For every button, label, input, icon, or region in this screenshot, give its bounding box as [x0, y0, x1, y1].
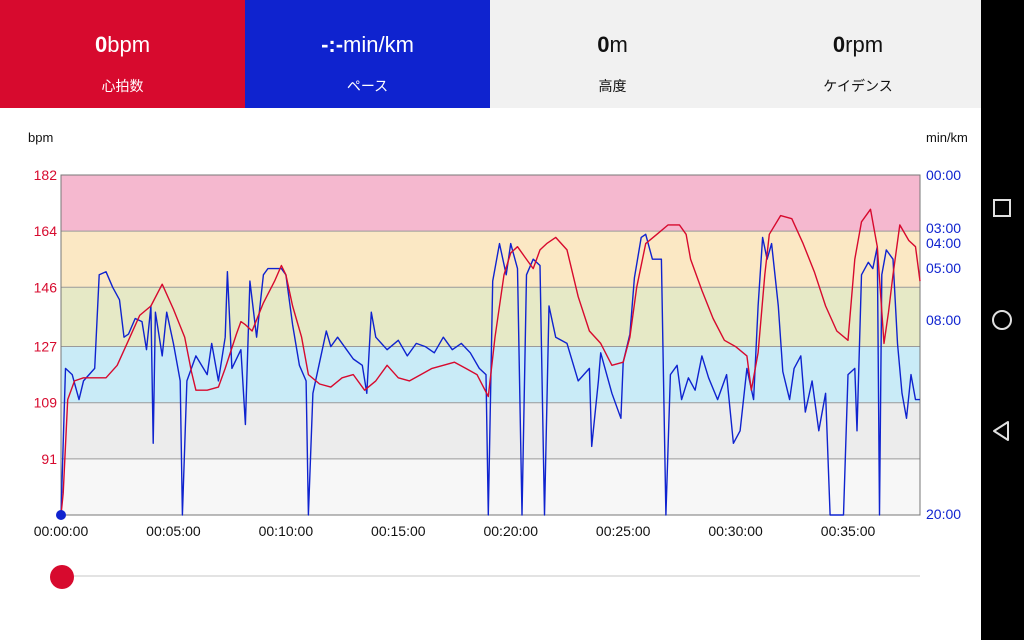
y-right-tick-label: 20:00 — [926, 506, 961, 522]
y-right-tick-label: 05:00 — [926, 260, 961, 276]
chart-start-marker — [56, 510, 66, 520]
left-axis-unit: bpm — [28, 130, 54, 145]
x-tick-label: 00:15:00 — [371, 523, 426, 539]
hr-zone-band — [61, 458, 920, 515]
hr-zone-band — [61, 287, 920, 347]
y-right-tick-label: 04:00 — [926, 235, 961, 251]
cadence-value: 0rpm — [832, 32, 884, 57]
recents-icon[interactable] — [989, 195, 1015, 221]
hr-zone-band — [61, 231, 920, 288]
y-left-tick-label: 127 — [34, 339, 58, 355]
altitude-stat: 0m 高度 — [490, 0, 735, 108]
y-right-tick-label: 00:00 — [926, 167, 961, 183]
x-tick-label: 00:25:00 — [596, 523, 651, 539]
pace-value: -:-min/km — [321, 32, 414, 57]
x-tick-label: 00:35:00 — [821, 523, 876, 539]
heart-rate-series-line — [60, 208, 921, 516]
y-right-tick-label: 03:00 — [926, 220, 961, 236]
heart-rate-label: 心拍数 — [101, 78, 144, 94]
pace-label: ペース — [346, 78, 389, 94]
y-right-tick-label: 08:00 — [926, 312, 961, 328]
altitude-label: 高度 — [598, 78, 627, 94]
timeline-slider[interactable] — [50, 562, 920, 592]
hr-zone-band — [61, 175, 920, 232]
pace-stat: -:-min/km ペース — [245, 0, 490, 108]
y-left-tick-label: 164 — [34, 223, 58, 239]
stats-header: 0bpm 心拍数 -:-min/km ペース 0m 高度 0rpm ケイデンス — [0, 0, 981, 108]
cadence-stat: 0rpm ケイデンス — [735, 0, 981, 108]
slider-track[interactable] — [62, 575, 920, 577]
right-axis-unit: min/km — [926, 130, 968, 145]
y-left-tick-label: 146 — [34, 279, 58, 295]
app-content: 0bpm 心拍数 -:-min/km ペース 0m 高度 0rpm ケイデンス … — [0, 0, 981, 592]
x-tick-label: 00:10:00 — [259, 523, 314, 539]
heart-rate-stat: 0bpm 心拍数 — [0, 0, 245, 108]
x-tick-label: 00:00:00 — [34, 523, 89, 539]
home-icon[interactable] — [989, 307, 1015, 333]
y-left-tick-label: 182 — [34, 167, 58, 183]
back-icon[interactable] — [989, 418, 1015, 444]
x-tick-label: 00:20:00 — [483, 523, 538, 539]
x-tick-label: 00:30:00 — [708, 523, 763, 539]
y-left-tick-label: 91 — [41, 451, 57, 467]
y-left-tick-label: 109 — [34, 395, 58, 411]
plot-border — [60, 174, 921, 516]
cadence-label: ケイデンス — [823, 78, 893, 94]
system-navigation-bar — [981, 0, 1024, 640]
heart-rate-value: 0bpm — [94, 32, 151, 57]
x-tick-label: 00:05:00 — [146, 523, 201, 539]
altitude-value: 0m — [597, 32, 628, 57]
slider-thumb[interactable] — [50, 565, 74, 589]
